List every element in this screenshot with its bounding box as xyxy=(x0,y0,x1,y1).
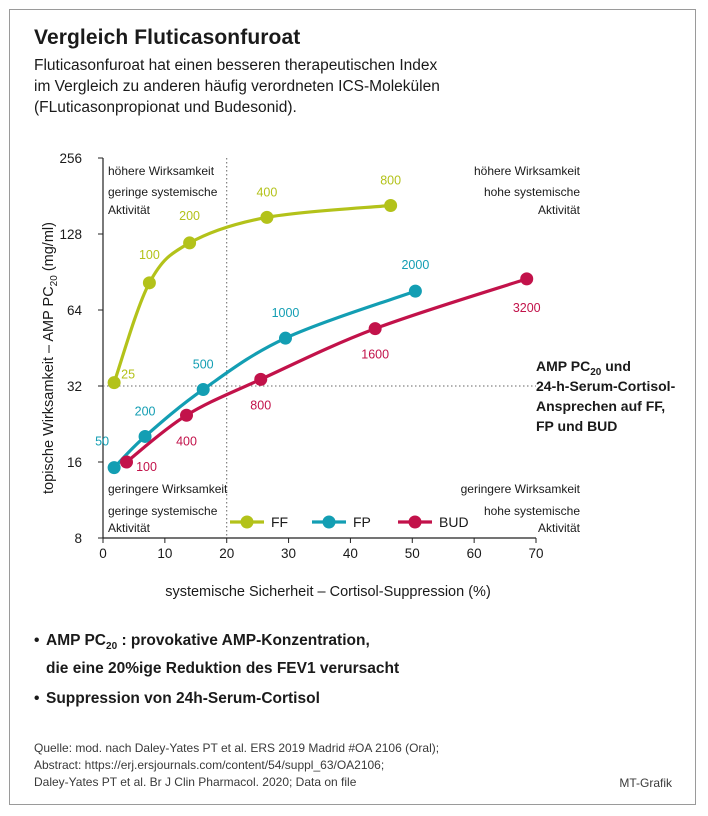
source-line: Quelle: mod. nach Daley-Yates PT et al. … xyxy=(34,741,440,755)
source-line: Abstract: https://erj.ersjournals.com/co… xyxy=(34,758,385,772)
note-text: AMP PC20 : provokative AMP-Konzentration… xyxy=(46,632,400,678)
subtitle-line: (FLuticasonpropionat und Budesonid). xyxy=(34,99,297,116)
bullet: • xyxy=(34,690,40,708)
subtitle-line: Fluticasonfuroat hat einen besseren ther… xyxy=(34,57,438,74)
note-item: • AMP PC20 : provokative AMP-Konzentrati… xyxy=(34,630,399,680)
notes: • AMP PC20 : provokative AMP-Konzentrati… xyxy=(34,630,399,718)
source-line: Daley-Yates PT et al. Br J Clin Pharmaco… xyxy=(34,775,357,789)
subtitle-line: im Vergleich zu anderen häufig verordnet… xyxy=(34,78,440,95)
note-item: • Suppression von 24h-Serum-Cortisol xyxy=(34,688,399,710)
source: Quelle: mod. nach Daley-Yates PT et al. … xyxy=(34,740,439,791)
figure-title: Vergleich Fluticasonfuroat xyxy=(34,26,301,49)
credit: MT-Grafik xyxy=(619,776,672,790)
bullet: • xyxy=(34,632,40,649)
figure-subtitle: Fluticasonfuroat hat einen besseren ther… xyxy=(34,55,674,118)
note-text: Suppression von 24h-Serum-Cortisol xyxy=(46,690,320,708)
